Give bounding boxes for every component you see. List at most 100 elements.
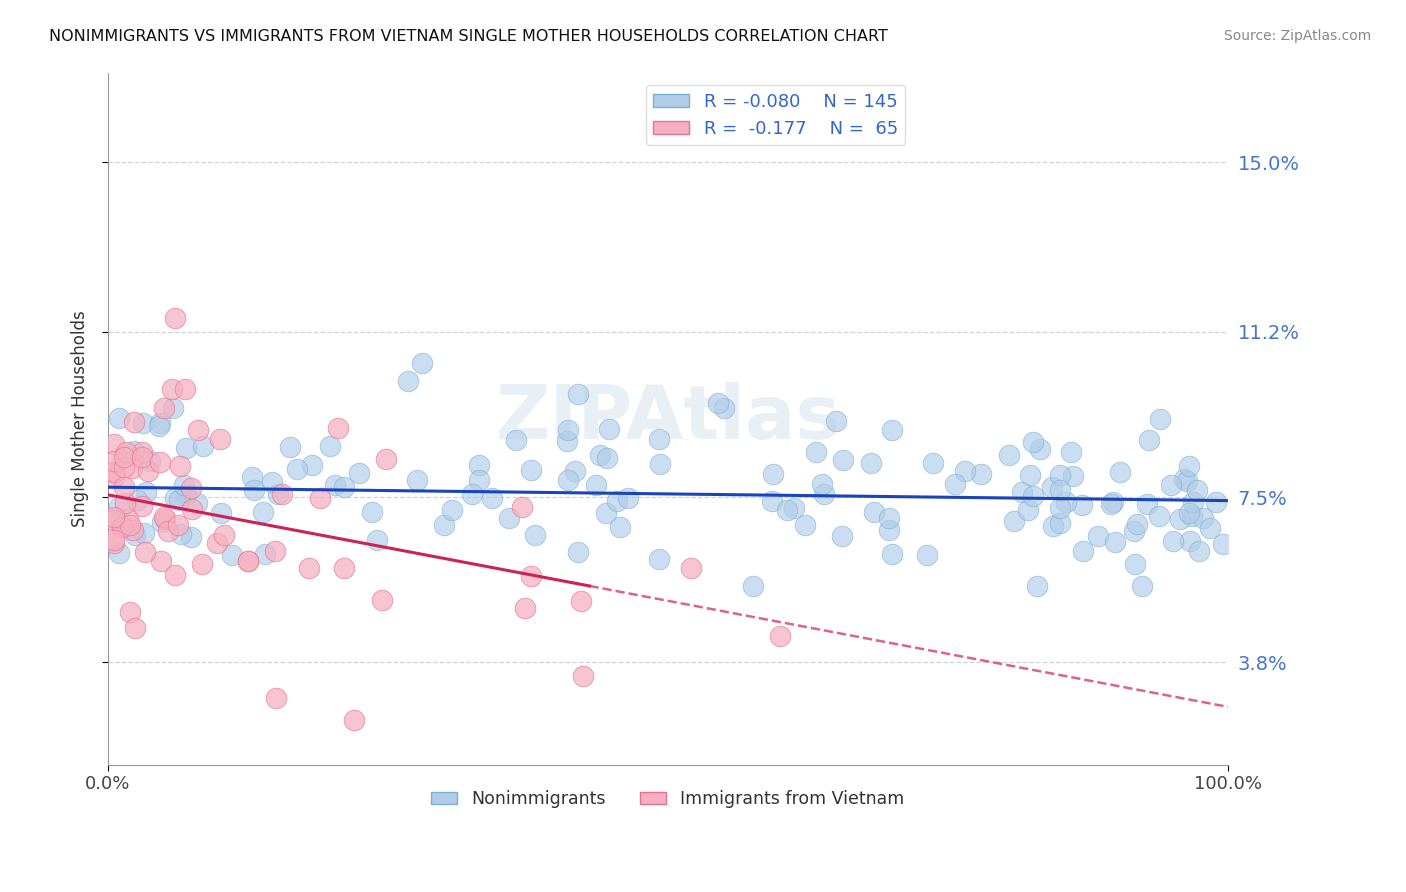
Point [180, 501, 202, 516]
Point [236, 553, 259, 567]
Point [441, 503, 464, 517]
Point [163, 568, 186, 582]
Point [162, 401, 184, 416]
Point [617, 491, 640, 505]
Point [762, 467, 785, 482]
Point [152, 509, 174, 524]
Point [360, 505, 382, 519]
Point [160, 382, 183, 396]
Point [111, 520, 134, 534]
Point [862, 505, 884, 519]
Point [596, 451, 619, 466]
Point [1178, 534, 1201, 549]
Point [882, 548, 904, 562]
Point [208, 432, 231, 446]
Point [1049, 483, 1071, 498]
Point [280, 441, 302, 455]
Point [761, 493, 783, 508]
Point [1137, 433, 1160, 447]
Point [877, 523, 900, 537]
Point [1022, 489, 1045, 503]
Point [524, 528, 547, 542]
Point [1161, 533, 1184, 548]
Point [167, 493, 190, 508]
Point [238, 554, 260, 568]
Point [139, 454, 162, 468]
Point [569, 593, 592, 607]
Point [1060, 445, 1083, 459]
Point [945, 476, 967, 491]
Point [131, 450, 153, 465]
Point [648, 432, 671, 446]
Point [108, 516, 131, 530]
Point [411, 356, 433, 370]
Point [555, 434, 578, 448]
Point [108, 500, 131, 514]
Point [323, 477, 346, 491]
Point [103, 513, 125, 527]
Point [124, 621, 146, 635]
Point [271, 487, 294, 501]
Point [1185, 483, 1208, 497]
Point [567, 545, 589, 559]
Point [880, 423, 903, 437]
Point [191, 557, 214, 571]
Point [955, 464, 977, 478]
Point [1062, 469, 1084, 483]
Point [375, 451, 398, 466]
Point [1173, 472, 1195, 486]
Point [173, 478, 195, 492]
Point [510, 500, 533, 514]
Point [1011, 484, 1033, 499]
Point [520, 569, 543, 583]
Point [333, 561, 356, 575]
Point [371, 593, 394, 607]
Point [776, 503, 799, 517]
Point [127, 493, 149, 508]
Point [149, 416, 172, 430]
Point [1042, 519, 1064, 533]
Point [1087, 529, 1109, 543]
Point [103, 533, 125, 547]
Point [212, 528, 235, 542]
Point [804, 445, 827, 459]
Point [121, 523, 143, 537]
Point [103, 437, 125, 451]
Point [1198, 521, 1220, 535]
Point [149, 455, 172, 469]
Text: Source: ZipAtlas.com: Source: ZipAtlas.com [1223, 29, 1371, 43]
Point [1108, 465, 1130, 479]
Point [859, 456, 882, 470]
Point [166, 518, 188, 533]
Point [598, 422, 620, 436]
Point [169, 458, 191, 473]
Y-axis label: Single Mother Households: Single Mother Households [72, 310, 89, 527]
Point [366, 533, 388, 547]
Point [1182, 494, 1205, 508]
Point [433, 518, 456, 533]
Point [1101, 494, 1123, 508]
Point [132, 416, 155, 430]
Point [124, 527, 146, 541]
Point [1017, 503, 1039, 517]
Point [112, 459, 135, 474]
Point [505, 433, 527, 447]
Point [243, 483, 266, 497]
Point [193, 439, 215, 453]
Point [114, 496, 136, 510]
Point [706, 396, 728, 410]
Point [567, 387, 589, 401]
Point [131, 445, 153, 459]
Point [498, 511, 520, 525]
Point [103, 465, 125, 479]
Point [153, 401, 176, 415]
Point [1168, 512, 1191, 526]
Point [173, 382, 195, 396]
Point [1099, 497, 1122, 511]
Point [1160, 478, 1182, 492]
Point [997, 448, 1019, 462]
Point [1002, 514, 1025, 528]
Point [103, 465, 125, 479]
Point [741, 579, 763, 593]
Point [112, 450, 135, 464]
